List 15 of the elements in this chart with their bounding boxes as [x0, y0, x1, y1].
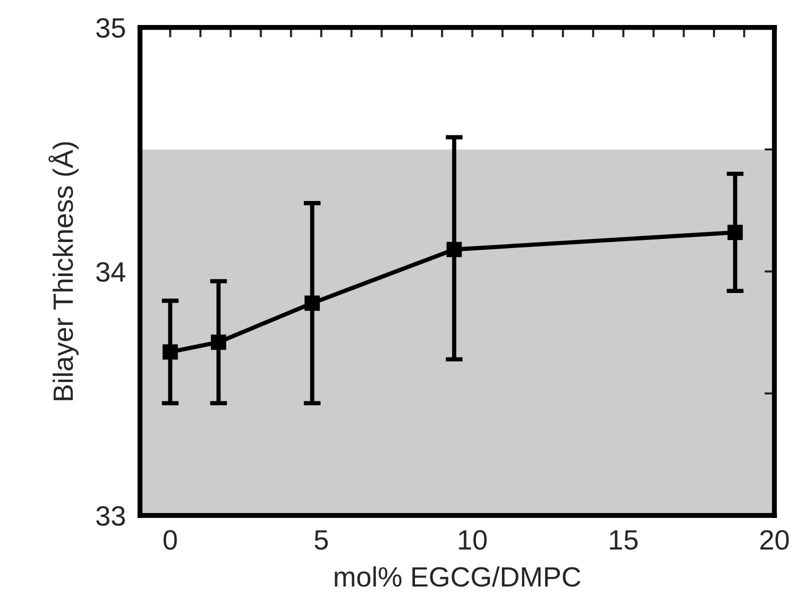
point: [446, 242, 462, 258]
y-tick-label: 35: [96, 18, 125, 38]
x-tick-label: 0: [164, 530, 177, 550]
y-axis-title: Bilayer Thickness (Å): [48, 142, 79, 400]
x-axis-title: mol% EGCG/DMPC: [334, 566, 580, 587]
x-tick-label: 10: [458, 530, 487, 550]
point: [210, 334, 226, 350]
point: [727, 224, 743, 240]
point: [304, 296, 320, 311]
x-tick-label: 5: [314, 530, 328, 550]
x-tick-label: 15: [610, 530, 638, 550]
y-tick-label: 33: [96, 506, 125, 526]
x-tick-label: 20: [760, 530, 789, 550]
y-tick-label: 34: [96, 262, 126, 282]
point: [162, 344, 178, 360]
